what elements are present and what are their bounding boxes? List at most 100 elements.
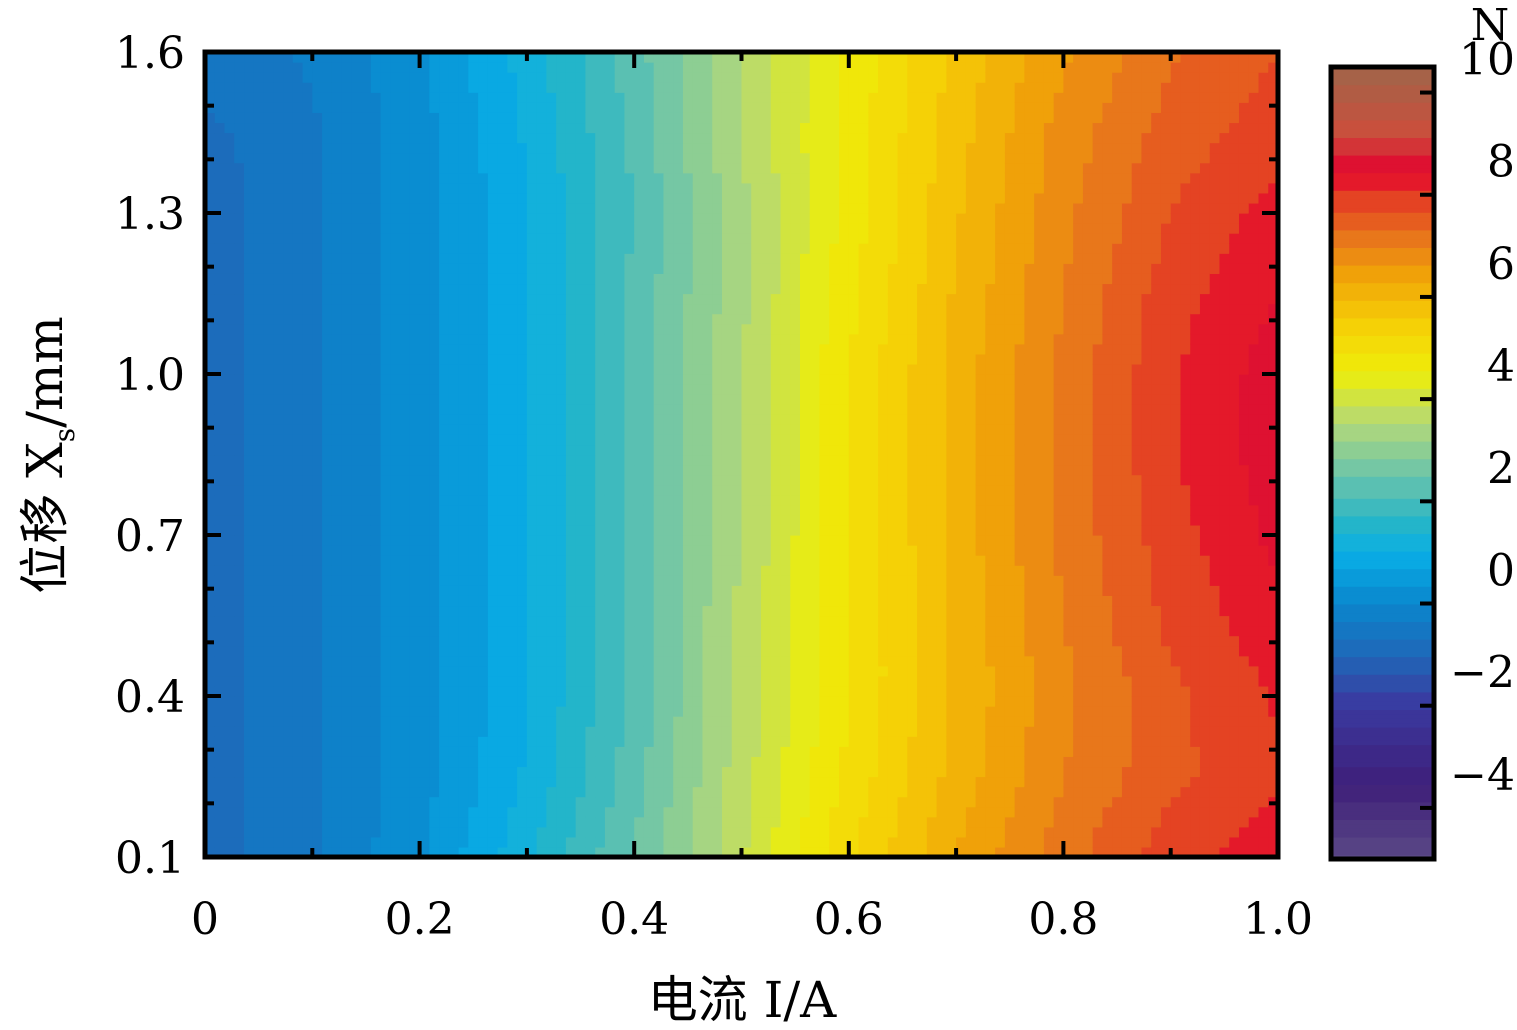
heatmap-cell <box>292 635 304 647</box>
heatmap-cell <box>624 374 635 385</box>
heatmap-cell <box>283 122 294 134</box>
heatmap-cell <box>478 182 489 194</box>
heatmap-cell <box>565 696 577 707</box>
heatmap-cell <box>253 102 265 113</box>
heatmap-cell <box>370 605 382 617</box>
heatmap-cell <box>712 806 723 818</box>
heatmap-cell <box>673 545 684 556</box>
heatmap-cell <box>400 142 411 154</box>
heatmap-cell <box>682 736 694 747</box>
heatmap-cell <box>526 575 538 586</box>
heatmap-cell <box>800 303 811 315</box>
heatmap-cell <box>731 283 743 295</box>
heatmap-cell <box>419 52 430 63</box>
heatmap-cell <box>302 555 313 566</box>
heatmap-cell <box>721 766 733 778</box>
heatmap-cell <box>702 655 713 667</box>
heatmap-cell <box>546 213 557 224</box>
heatmap-cell <box>751 223 762 234</box>
heatmap-cell <box>770 655 782 667</box>
heatmap-cell <box>546 696 557 707</box>
heatmap-cell <box>448 122 460 134</box>
heatmap-cell <box>682 786 694 798</box>
heatmap-cell <box>702 555 713 566</box>
heatmap-cell <box>429 675 440 687</box>
heatmap-cell <box>234 172 245 184</box>
heatmap-cell <box>331 343 343 355</box>
heatmap-cell <box>292 293 304 305</box>
heatmap-cell <box>361 565 372 576</box>
heatmap-cell <box>702 484 713 496</box>
heatmap-cell <box>429 535 440 546</box>
heatmap-cell <box>429 836 440 848</box>
heatmap-cell <box>556 605 567 617</box>
heatmap-cell <box>458 172 469 184</box>
heatmap-cell <box>341 172 352 184</box>
heatmap-cell <box>721 122 733 134</box>
heatmap-cell <box>478 374 489 385</box>
heatmap-cell <box>565 112 577 124</box>
heatmap-cell <box>663 645 674 657</box>
heatmap-cell <box>302 333 313 345</box>
heatmap-cell <box>536 484 547 496</box>
heatmap-cell <box>439 363 450 375</box>
heatmap-cell <box>663 625 674 637</box>
heatmap-cell <box>478 846 489 857</box>
heatmap-cell <box>331 494 343 506</box>
heatmap-cell <box>331 645 343 657</box>
heatmap-cell <box>400 102 411 113</box>
heatmap-cell <box>721 565 733 576</box>
heatmap-cell <box>224 635 235 647</box>
heatmap-cell <box>224 323 235 335</box>
heatmap-cell <box>653 434 665 446</box>
heatmap-cell <box>361 655 372 667</box>
heatmap-cell <box>556 233 567 244</box>
heatmap-cell <box>458 374 469 385</box>
heatmap-cell <box>409 122 421 134</box>
heatmap-cell <box>351 625 362 637</box>
heatmap-cell <box>214 474 226 486</box>
heatmap-cell <box>614 806 626 818</box>
heatmap-cell <box>800 846 811 857</box>
heatmap-cell <box>253 776 265 788</box>
heatmap-cell <box>517 384 528 395</box>
heatmap-cell <box>682 655 694 667</box>
heatmap-cell <box>546 52 557 63</box>
heatmap-cell <box>692 806 704 818</box>
heatmap-cell <box>721 434 733 446</box>
heatmap-cell <box>761 504 772 516</box>
heatmap-cell <box>263 836 274 848</box>
heatmap-cell <box>712 655 723 667</box>
heatmap-cell <box>546 595 557 607</box>
heatmap-cell <box>244 82 255 93</box>
heatmap-cell <box>536 72 547 83</box>
heatmap-cell <box>429 353 440 365</box>
heatmap-cell <box>585 716 596 727</box>
heatmap-cell <box>507 816 518 828</box>
heatmap-cell <box>390 535 401 546</box>
heatmap-cell <box>721 776 733 788</box>
heatmap-cell <box>400 202 411 214</box>
heatmap-cell <box>800 102 811 113</box>
heatmap-cell <box>214 82 226 93</box>
heatmap-cell <box>361 454 372 466</box>
heatmap-cell <box>370 625 382 637</box>
heatmap-cell <box>439 816 450 828</box>
heatmap-cell <box>263 72 274 83</box>
heatmap-cell <box>468 223 479 234</box>
heatmap-cell <box>283 353 294 365</box>
heatmap-cell <box>234 122 245 134</box>
heatmap-cell <box>712 776 723 788</box>
heatmap-cell <box>741 122 752 134</box>
heatmap-cell <box>253 404 265 415</box>
heatmap-cell <box>653 384 665 395</box>
heatmap-cell <box>565 323 577 335</box>
heatmap-cell <box>614 454 626 466</box>
heatmap-cell <box>761 665 772 677</box>
heatmap-cell <box>565 303 577 315</box>
heatmap-cell <box>790 62 801 73</box>
heatmap-cell <box>380 52 391 63</box>
heatmap-cell <box>575 766 587 778</box>
heatmap-cell <box>751 575 762 586</box>
heatmap-cell <box>692 182 704 194</box>
